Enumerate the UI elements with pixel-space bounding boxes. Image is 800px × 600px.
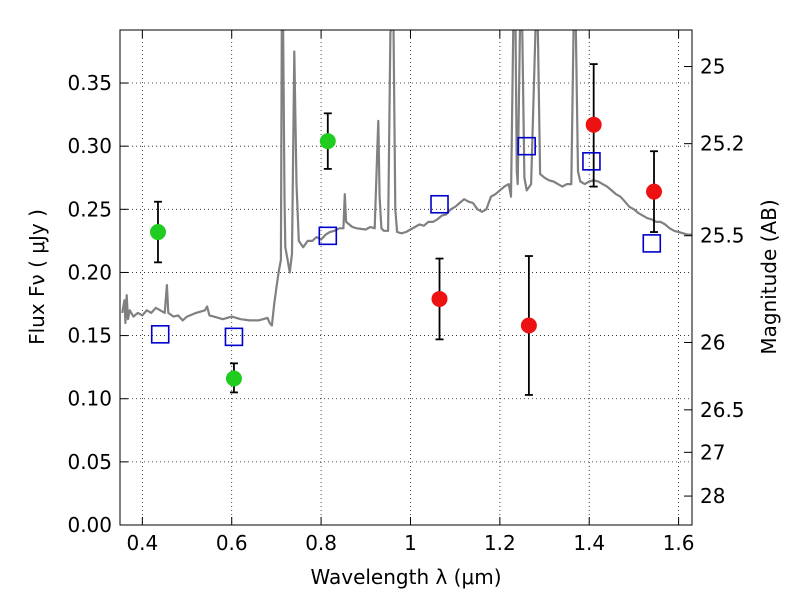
x-tick-label: 1 <box>404 531 417 555</box>
photometry-point-green <box>319 133 336 150</box>
model-point-square <box>224 327 244 347</box>
y2-tick-label: 26.5 <box>700 398 745 422</box>
y-tick-label: 0.05 <box>67 450 112 474</box>
y2-tick-label: 26 <box>700 330 725 354</box>
y-tick-label: 0.20 <box>67 260 112 284</box>
y-tick-label: 0.25 <box>67 197 112 221</box>
photometry-point-red <box>431 290 448 307</box>
y2-tick-label: 28 <box>700 484 725 508</box>
photometry-point-green <box>149 224 166 241</box>
axes-ticks: 0.4 0.6 0.8 1 1.2 1.4 1.6 0.00 0.05 0.10 0.15 0.20 0… <box>67 30 745 555</box>
model-point-square <box>318 226 338 246</box>
model-point-square <box>582 152 601 171</box>
model-point-square <box>430 194 449 214</box>
x-tick-label: 1.4 <box>573 531 605 555</box>
photometry-point-red <box>520 317 537 334</box>
y-axis-label: Flux Fν ( μJy ) <box>25 209 49 345</box>
y2-axis-label: Magnitude (AB) <box>757 199 781 354</box>
model-point-square <box>517 136 536 156</box>
y2-tick-label: 27 <box>700 440 725 464</box>
photometry-point-green <box>225 370 242 387</box>
y-tick-label: 0.15 <box>67 324 112 348</box>
spectrum-line <box>121 30 692 327</box>
grid <box>120 30 692 526</box>
y-tick-label: 0.35 <box>67 71 112 95</box>
y2-tick-label: 25 <box>700 55 725 79</box>
x-tick-label: 0.4 <box>126 531 158 555</box>
model-point-square <box>642 234 662 253</box>
y-tick-label: 0.10 <box>67 387 112 411</box>
y-tick-label: 0.30 <box>67 134 112 158</box>
y-tick-label: 0.00 <box>67 513 112 537</box>
x-tick-label: 1.6 <box>663 531 695 555</box>
x-tick-label: 0.6 <box>216 531 248 555</box>
x-tick-label: 1.2 <box>484 531 516 555</box>
model-point-square <box>150 325 170 344</box>
x-axis-label: Wavelength λ (μm) <box>310 565 501 589</box>
photometry-point-red <box>585 116 602 133</box>
y2-tick-label: 25.2 <box>700 132 745 156</box>
x-tick-label: 0.8 <box>305 531 337 555</box>
plot-data <box>121 30 692 396</box>
plot-frame <box>119 29 693 526</box>
y2-tick-label: 25.5 <box>700 224 745 248</box>
photometry-point-red <box>646 183 663 200</box>
